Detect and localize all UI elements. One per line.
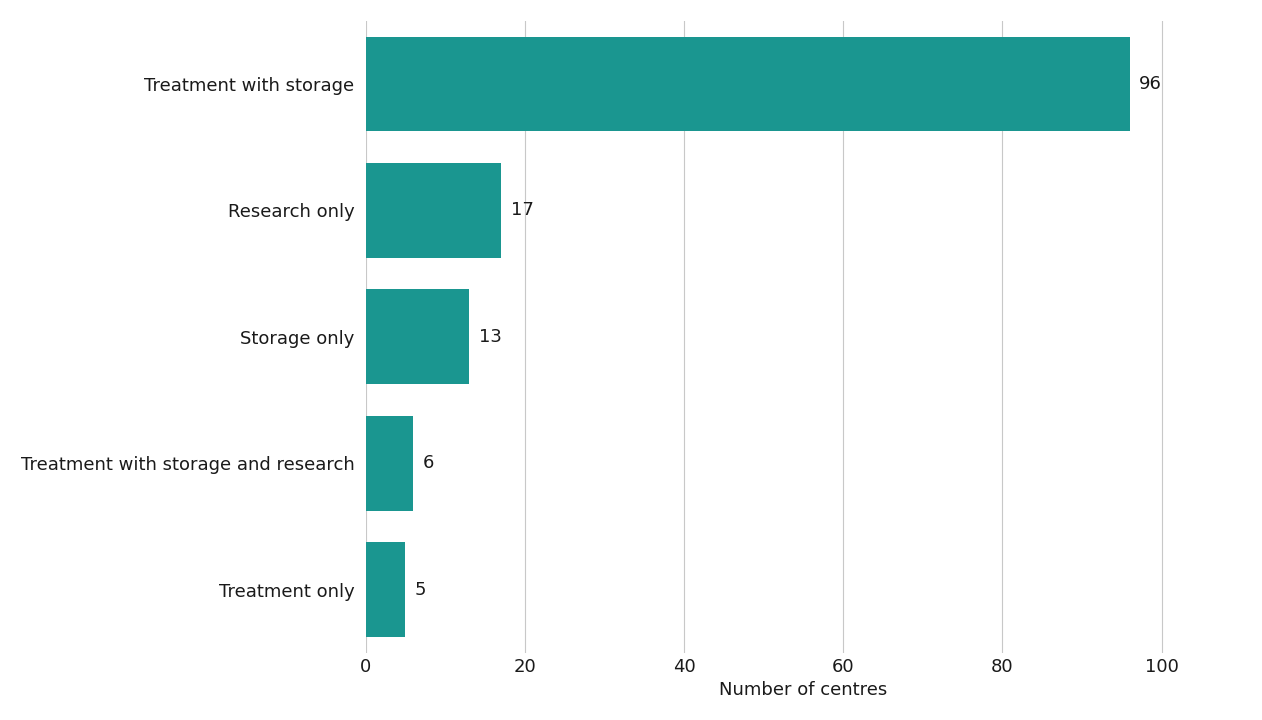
X-axis label: Number of centres: Number of centres: [719, 681, 887, 699]
Bar: [366, 163, 501, 258]
Text: 96: 96: [1140, 75, 1162, 93]
Bar: [366, 289, 469, 384]
Bar: [366, 37, 1129, 132]
Text: 5: 5: [415, 580, 427, 598]
Text: 13: 13: [478, 328, 501, 346]
Text: 17: 17: [511, 202, 534, 220]
Bar: [366, 542, 405, 637]
Text: 6: 6: [423, 454, 434, 472]
Bar: [366, 415, 414, 510]
